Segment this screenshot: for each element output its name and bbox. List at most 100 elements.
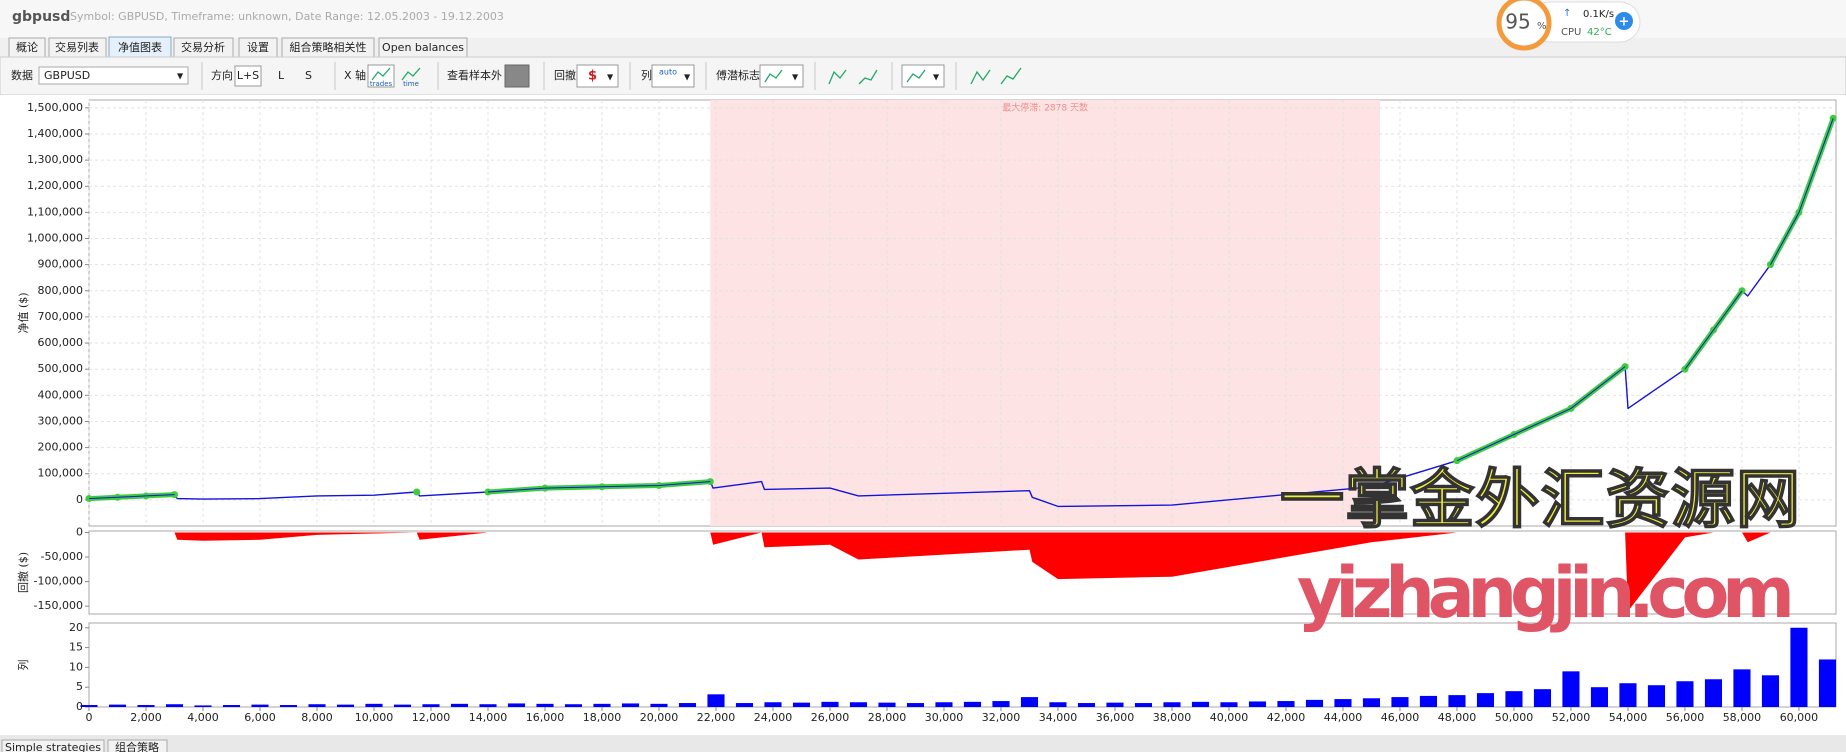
bar bbox=[1334, 699, 1352, 707]
drawdown-area bbox=[89, 532, 1834, 612]
bar bbox=[279, 705, 298, 707]
y-tick-label: 0 bbox=[76, 525, 83, 538]
y-tick-label: 600,000 bbox=[38, 336, 84, 349]
bar bbox=[1448, 695, 1466, 707]
bar bbox=[1220, 702, 1238, 707]
bar bbox=[735, 703, 754, 707]
bottom-tabs: Simple strategies 组合策略 bbox=[0, 735, 1846, 752]
y-tick-label: 900,000 bbox=[38, 258, 84, 271]
y-tick-label: 0 bbox=[76, 493, 83, 506]
toggle-label[interactable]: S bbox=[305, 69, 312, 82]
x-tick-label: 34,000 bbox=[1039, 711, 1078, 724]
x-tick-label: 44,000 bbox=[1324, 711, 1363, 724]
bar bbox=[1676, 681, 1694, 707]
plus-icon: + bbox=[1619, 15, 1630, 30]
toggle-label[interactable]: L bbox=[278, 69, 285, 82]
x-tick-label: 54,000 bbox=[1609, 711, 1648, 724]
tab-label: 设置 bbox=[247, 41, 269, 54]
x-tick-label: 16,000 bbox=[526, 711, 565, 724]
x-tick-label: 52,000 bbox=[1552, 711, 1591, 724]
bar bbox=[707, 694, 725, 707]
y-tick-label: 1,400,000 bbox=[27, 127, 83, 140]
bar bbox=[80, 705, 98, 707]
y-tick-label: 10 bbox=[69, 660, 83, 673]
icon bbox=[371, 67, 391, 81]
bar bbox=[1476, 693, 1495, 707]
icon bbox=[906, 69, 926, 83]
dropdown-arrow: ▼ bbox=[933, 73, 940, 82]
cpu-temp: 42°C bbox=[1587, 27, 1612, 38]
icon-button[interactable] bbox=[901, 64, 945, 88]
icon-label[interactable]: time bbox=[403, 80, 419, 88]
tab-label: 組合策略相关性 bbox=[290, 40, 367, 54]
bar bbox=[1049, 702, 1067, 707]
bar bbox=[336, 704, 355, 707]
bar bbox=[1362, 698, 1381, 707]
y-tick-label: 20 bbox=[69, 621, 83, 634]
y-tick-label: 0 bbox=[76, 700, 83, 713]
window-info: Symbol: GBPUSD, Timeframe: unknown, Date… bbox=[70, 10, 504, 23]
icon-button[interactable] bbox=[759, 64, 804, 88]
icon-button[interactable] bbox=[651, 64, 695, 88]
point-marker bbox=[1453, 457, 1461, 465]
icon-button[interactable] bbox=[504, 64, 530, 88]
dropdown-arrow: ▼ bbox=[177, 72, 184, 81]
point-marker bbox=[413, 488, 421, 496]
x-tick-label: 42,000 bbox=[1267, 711, 1306, 724]
x-tick-label: 6,000 bbox=[244, 711, 276, 724]
plus-button[interactable] bbox=[1615, 12, 1633, 30]
bar bbox=[992, 701, 1010, 707]
bar bbox=[422, 704, 440, 707]
y-tick-label: 300,000 bbox=[38, 414, 84, 427]
y-tick-label: 700,000 bbox=[38, 310, 84, 323]
x-tick-label: 14,000 bbox=[469, 711, 508, 724]
tab[interactable] bbox=[107, 739, 168, 752]
x-tick-label: 10,000 bbox=[355, 711, 394, 724]
watermark-url: yizhangjin.com bbox=[1297, 552, 1795, 634]
bar bbox=[137, 705, 155, 707]
x-tick-label: 24,000 bbox=[754, 711, 793, 724]
tab-active[interactable] bbox=[1, 739, 105, 752]
series-line-core bbox=[88, 118, 1834, 500]
icon[interactable] bbox=[1000, 67, 1022, 85]
x-tick-label: 36,000 bbox=[1096, 711, 1135, 724]
x-tick-label: 8,000 bbox=[301, 711, 333, 724]
bar bbox=[764, 702, 782, 707]
bar bbox=[1562, 671, 1580, 707]
x-tick-label: 0 bbox=[86, 711, 93, 724]
toggle-active[interactable] bbox=[234, 65, 262, 87]
x-tick-label: 38,000 bbox=[1153, 711, 1192, 724]
icon[interactable] bbox=[828, 69, 847, 85]
series-line bbox=[88, 117, 1834, 508]
y-tick-label: -100,000 bbox=[34, 575, 83, 588]
bar bbox=[108, 704, 127, 707]
x-tick-label: 58,000 bbox=[1723, 711, 1762, 724]
toolbar-label: 列 bbox=[641, 68, 652, 82]
y-tick-label: 500,000 bbox=[38, 362, 84, 375]
watermark: 一掌金外汇资源网 yizhangjin.com bbox=[1279, 463, 1801, 634]
y-axis-title: 回撤 ($) bbox=[16, 552, 30, 593]
icon[interactable] bbox=[970, 69, 991, 85]
tab-label: Simple strategies bbox=[5, 741, 101, 752]
icon-button[interactable] bbox=[576, 64, 619, 88]
gauge bbox=[1496, 0, 1552, 51]
bar bbox=[906, 703, 925, 707]
icon[interactable] bbox=[858, 69, 878, 85]
bar bbox=[479, 704, 497, 707]
y-tick-label: 1,500,000 bbox=[27, 101, 83, 114]
tab-label: 净值图表 bbox=[118, 40, 162, 54]
bar bbox=[1647, 685, 1666, 707]
y-axis-title: 净值 ($) bbox=[16, 292, 30, 333]
x-tick-label: 46,000 bbox=[1381, 711, 1420, 724]
x-tick-label: 30,000 bbox=[925, 711, 964, 724]
bar bbox=[792, 702, 811, 707]
dropdown[interactable] bbox=[38, 66, 189, 85]
tab-label: 组合策略 bbox=[115, 740, 159, 752]
y-tick-label: 200,000 bbox=[38, 441, 84, 454]
icon: $ bbox=[588, 69, 597, 84]
toolbar-label: 傅潜标志 bbox=[716, 68, 760, 82]
bar bbox=[194, 705, 212, 707]
bar bbox=[1590, 687, 1609, 707]
bar bbox=[650, 703, 668, 707]
